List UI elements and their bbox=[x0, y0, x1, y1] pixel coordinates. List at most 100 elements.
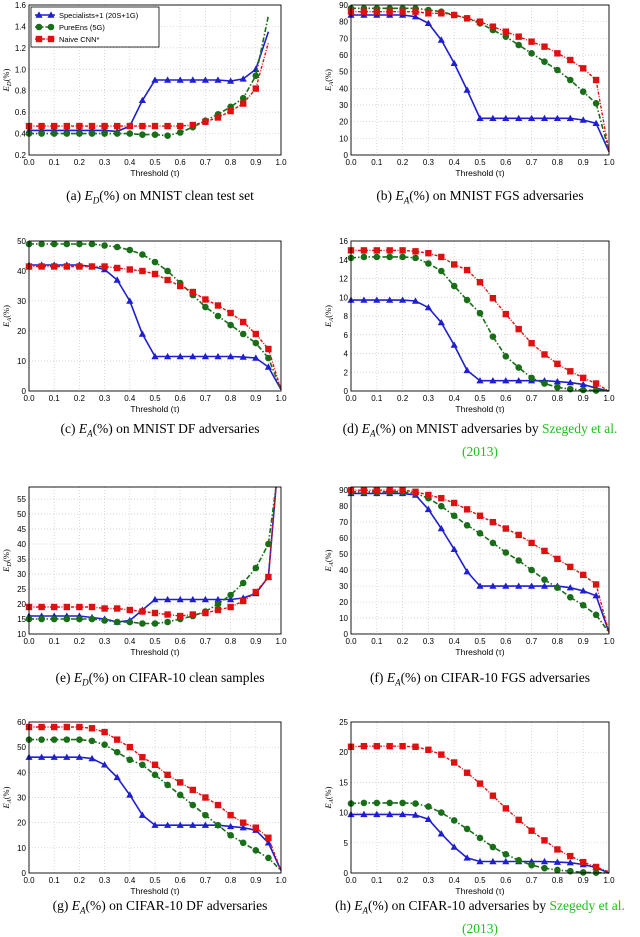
data-point bbox=[252, 339, 260, 347]
data-point bbox=[463, 506, 471, 513]
data-point bbox=[502, 582, 510, 589]
data-point bbox=[528, 114, 536, 122]
data-point bbox=[63, 736, 71, 743]
y-tick-label: 10 bbox=[17, 357, 26, 366]
data-point bbox=[189, 821, 197, 828]
x-tick-label: 0.8 bbox=[225, 876, 237, 885]
data-point bbox=[189, 801, 197, 809]
data-point bbox=[463, 296, 471, 304]
data-point bbox=[451, 499, 458, 507]
y-tick-label: 90 bbox=[339, 1, 348, 10]
y-tick-label: 30 bbox=[17, 794, 26, 803]
data-point bbox=[101, 130, 108, 137]
y-tick-label: 25 bbox=[17, 585, 26, 594]
x-tick-label: 1.0 bbox=[603, 876, 615, 885]
data-point bbox=[489, 294, 497, 302]
legend-entry: Specialists+1 (20S+1G) bbox=[59, 11, 139, 20]
data-point bbox=[38, 263, 45, 270]
data-point bbox=[476, 309, 484, 317]
data-point bbox=[176, 595, 184, 603]
data-point bbox=[264, 363, 272, 370]
data-point bbox=[553, 858, 561, 865]
x-tick-label: 0.2 bbox=[74, 876, 86, 885]
plot-frame bbox=[28, 486, 282, 635]
data-point bbox=[463, 266, 471, 274]
data-point bbox=[528, 339, 535, 347]
data-point bbox=[476, 279, 484, 286]
data-point bbox=[252, 85, 259, 92]
data-point bbox=[554, 866, 561, 874]
x-tick-label: 0.0 bbox=[345, 158, 357, 167]
caption-d: (d) EA(%) on MNIST adversaries by Szeged… bbox=[342, 421, 618, 459]
data-point bbox=[240, 100, 247, 107]
data-point bbox=[438, 809, 445, 816]
data-point bbox=[38, 240, 45, 248]
x-tick-label: 0.4 bbox=[449, 876, 461, 885]
data-point bbox=[176, 76, 184, 83]
x-tick-label: 0.1 bbox=[49, 158, 61, 167]
data-point bbox=[76, 615, 83, 623]
x-tick-label: 0.8 bbox=[552, 876, 564, 885]
data-point bbox=[579, 386, 587, 394]
data-point bbox=[541, 351, 548, 358]
data-point bbox=[38, 753, 46, 760]
x-tick-label: 0.5 bbox=[149, 394, 161, 403]
data-point bbox=[63, 603, 70, 611]
data-point bbox=[399, 810, 407, 818]
data-point bbox=[566, 378, 574, 386]
y-tick-label: 10 bbox=[339, 614, 348, 623]
x-tick-label: 0.1 bbox=[49, 394, 61, 403]
data-point bbox=[554, 846, 561, 853]
data-point bbox=[214, 302, 222, 309]
x-tick-label: 1.0 bbox=[603, 158, 615, 167]
x-axis-label: Threshold (τ) bbox=[455, 647, 504, 657]
data-point bbox=[373, 810, 381, 818]
x-tick-label: 0.8 bbox=[552, 637, 564, 646]
x-tick-label: 0.5 bbox=[149, 876, 161, 885]
chart-c: 0.0 0.1 0.2 0.3 0.4 0.5 0.6 0.7 0.8 0.9 1.0 0 10 20 30… bbox=[1, 237, 287, 414]
data-point bbox=[451, 261, 458, 268]
y-tick-label: 0 bbox=[22, 869, 27, 878]
data-point bbox=[63, 240, 71, 248]
data-point bbox=[239, 579, 247, 587]
data-point bbox=[502, 33, 510, 40]
x-tick-label: 0.9 bbox=[578, 876, 590, 885]
data-point bbox=[373, 296, 381, 303]
data-point bbox=[88, 603, 96, 611]
series-line bbox=[29, 726, 282, 871]
y-tick-label: 10 bbox=[339, 809, 348, 818]
data-point bbox=[592, 76, 600, 84]
y-tick-label: 40 bbox=[339, 566, 348, 575]
data-point bbox=[164, 611, 171, 618]
data-point bbox=[126, 606, 133, 614]
data-point bbox=[88, 240, 96, 248]
data-point bbox=[502, 28, 509, 35]
x-tick-label: 0.4 bbox=[124, 637, 136, 646]
y-tick-label: 70 bbox=[339, 34, 348, 43]
data-point bbox=[360, 8, 368, 15]
data-point bbox=[88, 754, 96, 762]
data-point bbox=[489, 23, 497, 30]
caption-g: (g) EA(%) on CIFAR-10 DF adversaries bbox=[52, 898, 268, 916]
data-point bbox=[202, 303, 209, 311]
data-point bbox=[177, 122, 184, 130]
data-point bbox=[553, 114, 561, 122]
data-point bbox=[114, 605, 121, 612]
y-tick-label: 0.8 bbox=[15, 87, 27, 96]
data-point bbox=[566, 114, 574, 122]
data-point bbox=[579, 601, 587, 609]
y-axis-label: EA(%) bbox=[323, 786, 335, 809]
legend-marker bbox=[47, 11, 55, 18]
data-point bbox=[567, 368, 574, 375]
data-point bbox=[579, 380, 587, 388]
data-point bbox=[176, 352, 184, 360]
data-point bbox=[489, 792, 497, 799]
x-tick-label: 0.0 bbox=[23, 637, 35, 646]
data-point bbox=[75, 753, 83, 760]
plot-frame bbox=[350, 240, 610, 392]
data-point bbox=[437, 830, 445, 837]
data-point bbox=[411, 811, 420, 818]
data-point bbox=[437, 524, 445, 532]
citation-link[interactable]: Szegedy et al. (2013) bbox=[462, 421, 618, 459]
citation-link[interactable]: Szegedy et al. (2013) bbox=[462, 898, 625, 936]
